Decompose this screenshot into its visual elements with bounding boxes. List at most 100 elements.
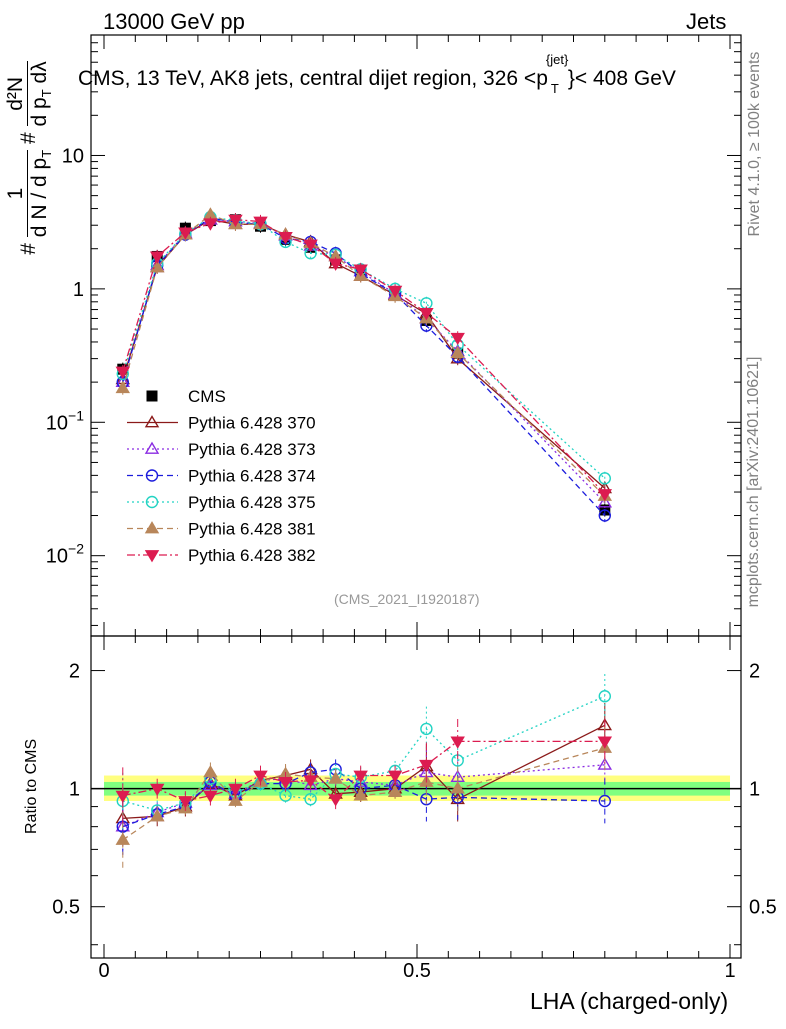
ratio-point (450, 736, 465, 749)
ratio-point (328, 771, 343, 784)
ratio-point (353, 770, 368, 783)
ratio-point (328, 794, 343, 807)
category-label: Jets (686, 9, 727, 34)
ratio-point (253, 770, 268, 783)
data-point (450, 332, 465, 346)
ratio-point (597, 736, 613, 749)
y-tick-label: 10−2 (46, 541, 84, 568)
ratio-point (387, 770, 403, 783)
data-point (303, 239, 318, 252)
legend-entry: Pythia 6.428 381 (127, 520, 316, 539)
data-point (419, 308, 434, 321)
legend-marker (144, 441, 160, 454)
axes: 0 0.5 1 10−2 10−1 1 10 0.5 0.5 1 1 2 2 (46, 34, 777, 982)
legend-entry: Pythia 6.428 370 (127, 414, 316, 433)
y-tick-label: 10 (62, 145, 84, 167)
data-point (353, 264, 368, 277)
data-point (597, 489, 613, 502)
data-point (253, 216, 268, 229)
ratio-panel-frame (90, 635, 742, 959)
y-axis-label: # 1 d N / d pT # d²N d pT dλ (4, 61, 55, 255)
energy-label: 13000 GeV pp (103, 9, 245, 34)
legend-entry: Pythia 6.428 382 (127, 546, 316, 565)
data-point (149, 259, 165, 273)
legend-label: Pythia 6.428 375 (188, 493, 316, 512)
legend-label: Pythia 6.428 374 (188, 467, 316, 486)
data-point (115, 366, 131, 379)
data-point (598, 472, 611, 485)
ratio-point (353, 788, 368, 801)
legend-marker (144, 550, 160, 563)
ratio-y-tick-label: 1 (69, 779, 80, 801)
legend-marker (144, 415, 160, 428)
data-point (387, 285, 403, 299)
legend-marker (145, 495, 159, 509)
ratio-y-tick-label-right: 2 (749, 661, 760, 683)
ratio-point (304, 792, 317, 806)
ratio-point (149, 783, 165, 797)
mcplots-citation-label: mcplots.cern.ch [arXiv:2401.10621] (745, 356, 762, 608)
legend-label: Pythia 6.428 382 (188, 546, 316, 565)
plot-title: CMS, 13 TeV, AK8 jets, central dijet reg… (78, 52, 676, 96)
ratio-y-tick-label: 2 (69, 661, 80, 683)
ratio-point (228, 783, 243, 797)
analysis-watermark: (CMS_2021_I1920187) (334, 591, 480, 607)
data-point (598, 509, 611, 522)
data-point (228, 214, 243, 228)
legend-label: CMS (188, 387, 226, 406)
x-tick-label: 0 (98, 960, 109, 982)
series-pythia-6-428-382 (115, 213, 613, 502)
ratio-point (419, 759, 434, 773)
legend-label: Pythia 6.428 381 (188, 520, 316, 539)
data-point (149, 251, 165, 264)
ratio-point (598, 690, 611, 703)
ratio-point (420, 722, 433, 736)
ratio-point (178, 796, 193, 809)
data-point (450, 345, 465, 359)
legend-entry: Pythia 6.428 375 (127, 493, 316, 512)
ratio-point (303, 775, 318, 788)
legend-marker (145, 469, 159, 482)
legend: CMS Pythia 6.428 370 Pythia 6.428 373 Pythi… (127, 387, 316, 565)
plot-title-main: CMS, 13 TeV, AK8 jets, central dijet reg… (78, 67, 548, 90)
series-line (122, 219, 606, 504)
data-point (178, 227, 193, 240)
x-tick-label: 1 (724, 960, 735, 982)
legend-entry: CMS (146, 387, 226, 406)
x-tick-label: 0.5 (403, 960, 431, 982)
data-point (278, 232, 293, 245)
ratio-point (203, 765, 218, 778)
ratio-point (278, 777, 293, 790)
ratio-point (598, 794, 611, 808)
data-point (328, 258, 343, 271)
ratio-point (149, 808, 165, 822)
series-pythia-6-428-373 (115, 212, 613, 510)
legend-entry: Pythia 6.428 374 (127, 467, 316, 486)
ratio-point (228, 793, 243, 806)
y-tick-label: 1 (73, 279, 84, 301)
x-axis-label: LHA (charged-only) (530, 988, 729, 1014)
data-point (115, 380, 131, 394)
y-tick-label: 10−1 (46, 407, 84, 434)
ratio-point (450, 781, 465, 794)
ratio-y-tick-label: 0.5 (52, 897, 80, 919)
plot-title-end: }< 408 GeV (567, 67, 676, 90)
data-curves (115, 207, 613, 869)
ratio-y-tick-label-right: 0.5 (749, 897, 777, 919)
ratio-point (115, 832, 131, 845)
ratio-point (387, 784, 403, 797)
legend-label: Pythia 6.428 370 (188, 414, 316, 433)
plot-title-sup: {jet} (545, 52, 569, 67)
ratio-series-pythia-6-428-382 (115, 719, 613, 824)
legend-marker (146, 390, 158, 402)
data-point (203, 218, 218, 231)
data-point (597, 495, 613, 508)
legend-marker (144, 521, 160, 534)
ratio-point (203, 790, 218, 803)
rivet-version-label: Rivet 4.1.0, ≥ 100k events (746, 51, 763, 237)
legend-label: Pythia 6.428 373 (188, 440, 316, 459)
ratio-line (122, 764, 605, 828)
ratio-axis-label: Ratio to CMS (23, 738, 40, 834)
plot-title-sub: T (550, 81, 559, 96)
